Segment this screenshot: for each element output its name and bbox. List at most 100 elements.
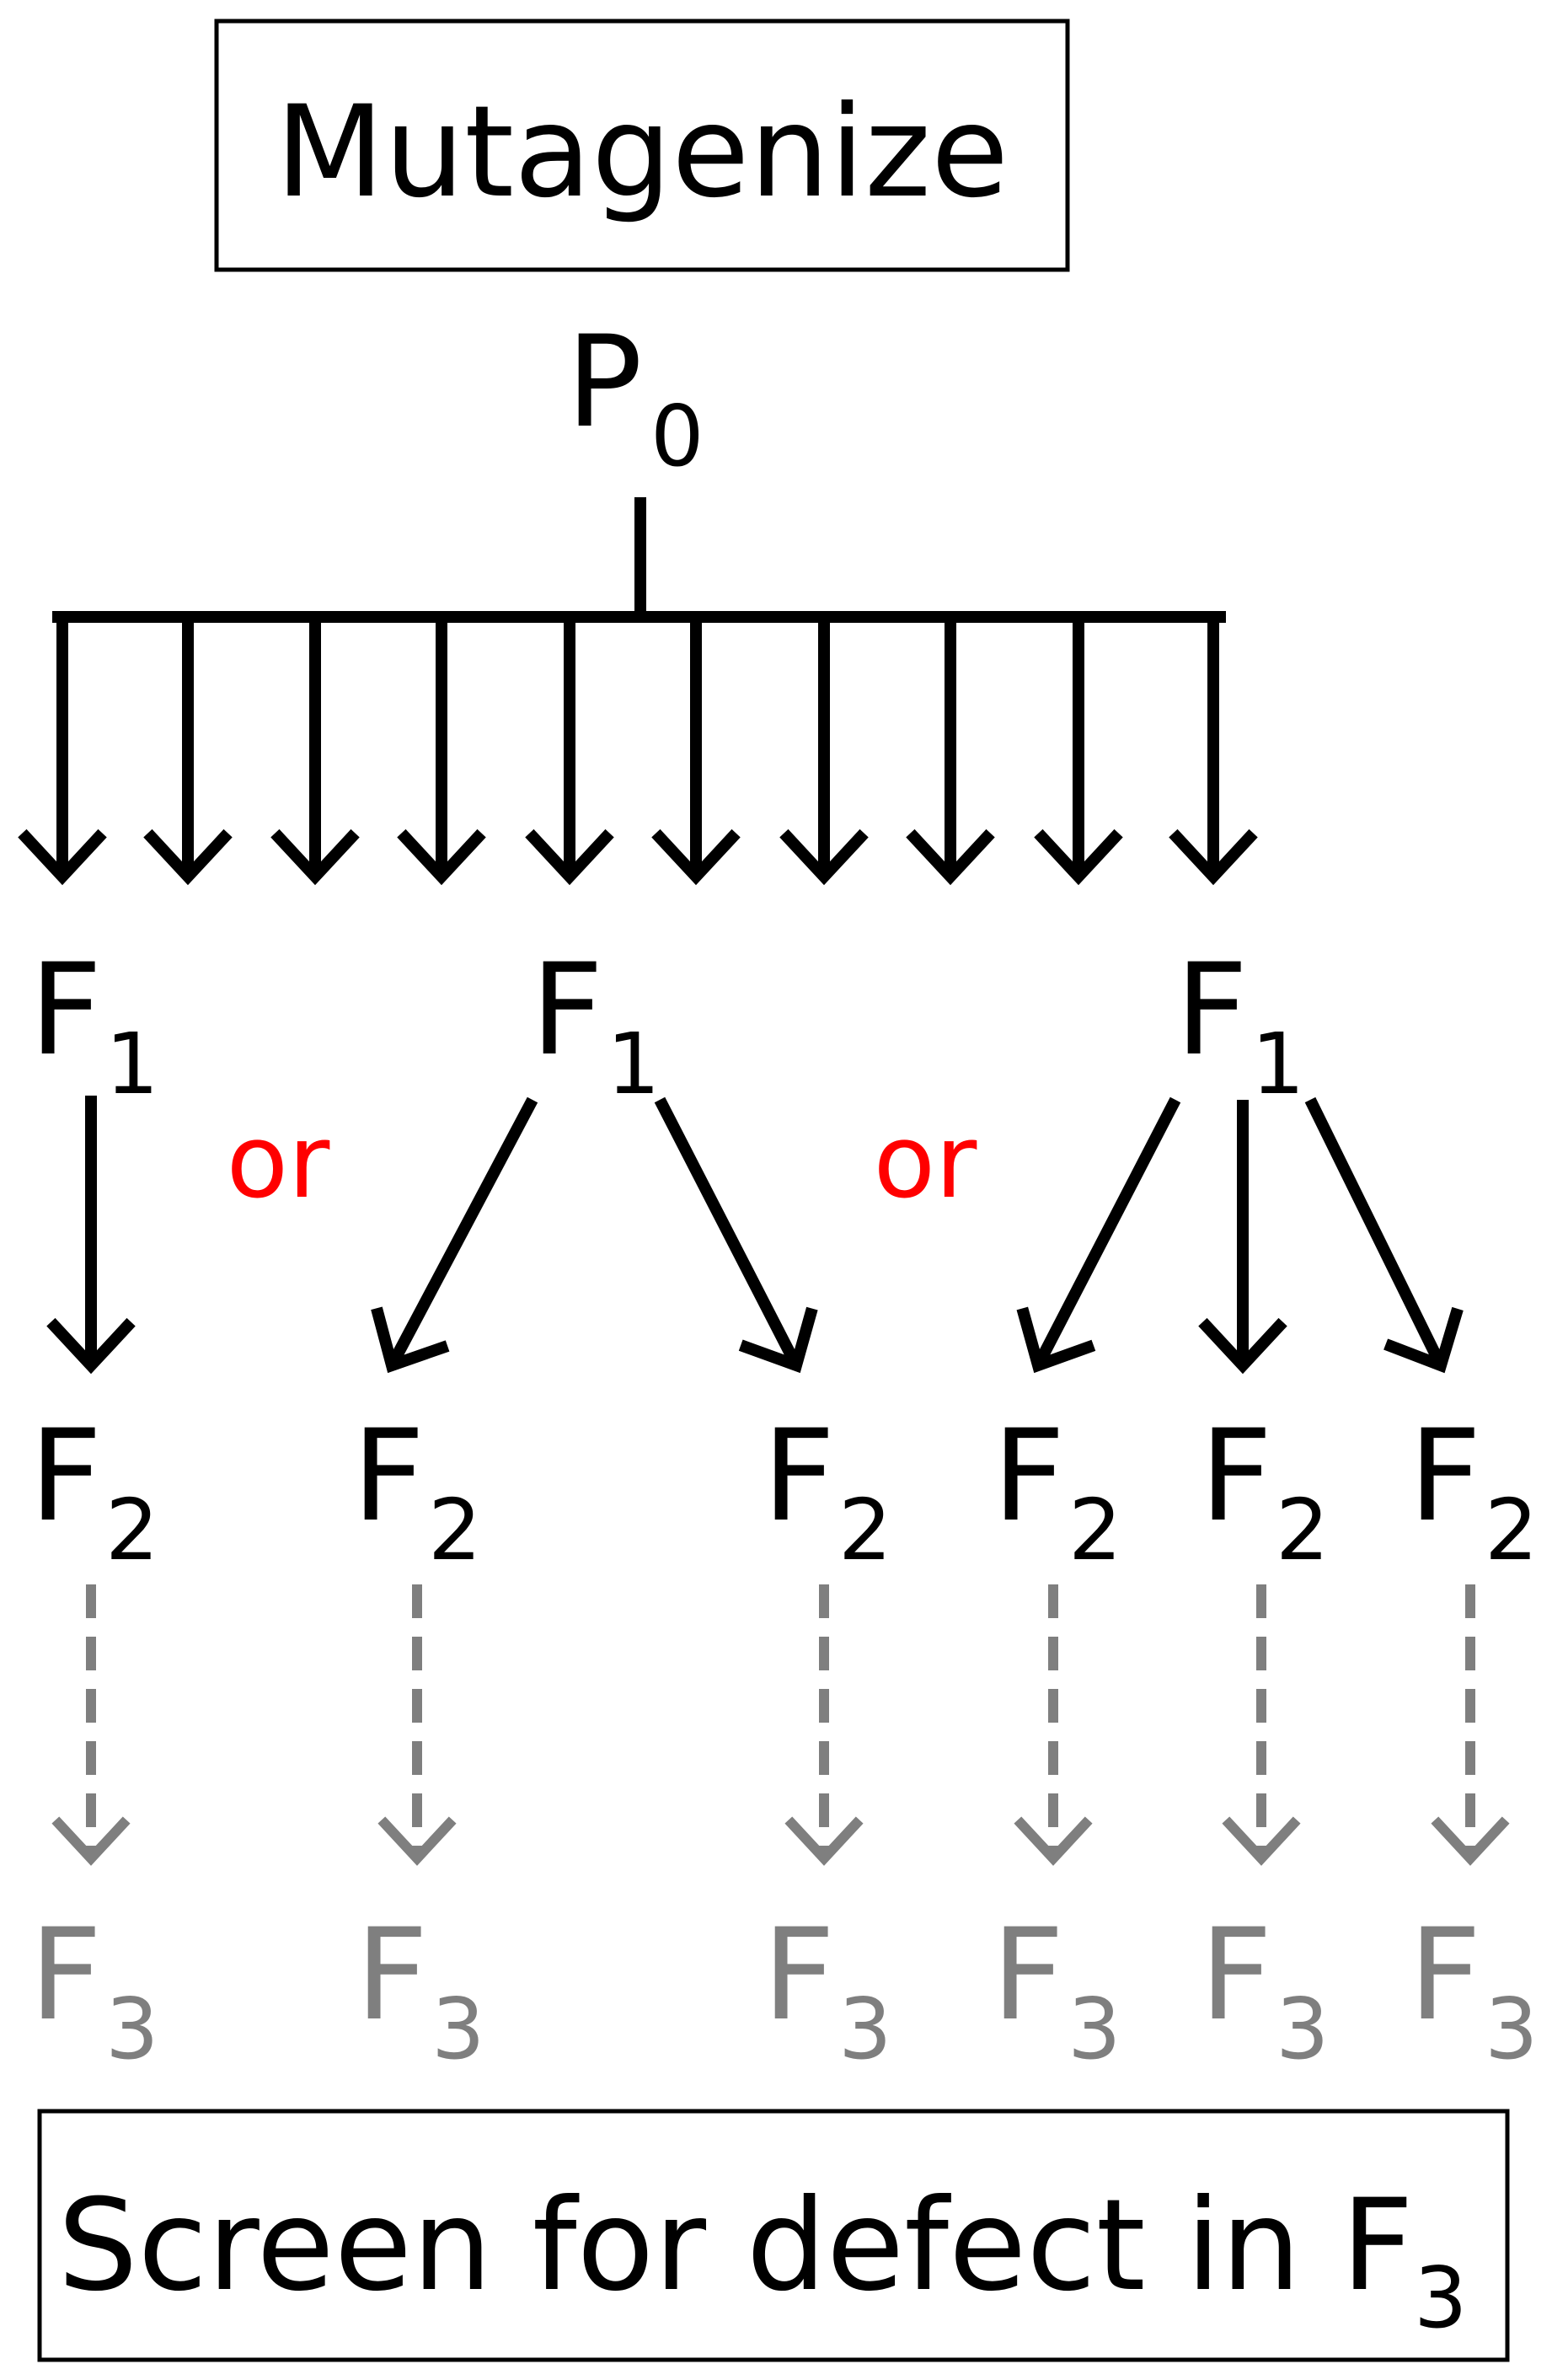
f1-f2-arrow-3-shaft xyxy=(654,1096,800,1365)
f1-f2-arrow-2-shaft xyxy=(388,1096,538,1365)
p0-f1-arrow-8 xyxy=(906,617,995,886)
f1-label-3-letter: F xyxy=(1175,937,1248,1084)
f2-label-2-subscript: 2 xyxy=(428,1481,482,1579)
f1-arrows xyxy=(18,617,1258,886)
f2-f3-arrow-6 xyxy=(1431,1584,1510,1866)
f1-f2-arrow-2-head xyxy=(371,1306,450,1374)
p0-f1-arrow-7-head xyxy=(779,828,869,886)
p0-f1-arrow-2 xyxy=(143,617,233,886)
f2-f3-arrow-4-head xyxy=(1014,1816,1093,1866)
p0-f1-arrow-6 xyxy=(651,617,741,886)
f2-f3-arrow-3 xyxy=(784,1584,864,1866)
f1-label-3-subscript: 1 xyxy=(1251,1015,1305,1113)
screen-box xyxy=(37,2109,1510,2362)
p0-node: P 0 xyxy=(566,309,704,485)
f2-label-6-letter: F xyxy=(1409,1403,1481,1550)
f2-label-3-subscript: 2 xyxy=(838,1481,892,1579)
f3-label-6-subscript: 3 xyxy=(1485,1980,1539,2078)
p0-f1-arrow-4-head xyxy=(397,828,486,886)
f3-label-6-letter: F xyxy=(1409,1902,1481,2049)
f3-label-4-subscript: 3 xyxy=(1068,1980,1121,2078)
f3-label-3-letter: F xyxy=(763,1902,835,2049)
p0-f1-arrow-7 xyxy=(779,617,869,886)
f2-label-4-subscript: 2 xyxy=(1068,1481,1122,1579)
f2-label-5-subscript: 2 xyxy=(1276,1481,1330,1579)
p0-f1-arrow-6-head xyxy=(651,828,741,886)
p0-f1-arrow-10-head xyxy=(1169,828,1258,886)
p0-f1-arrow-2-head xyxy=(143,828,233,886)
p0-letter: P xyxy=(566,309,642,456)
f3-arrows xyxy=(51,1584,1510,1866)
p0-f1-arrow-10 xyxy=(1169,617,1258,886)
f1-f2-arrow-5-head xyxy=(1198,1317,1287,1375)
f3-label-5-letter: F xyxy=(1200,1902,1272,2049)
f3-label-5-subscript: 3 xyxy=(1276,1980,1330,2078)
f3-label-2-subscript: 3 xyxy=(431,1980,485,2078)
f2-label-2-letter: F xyxy=(352,1403,425,1550)
mutagenize-box xyxy=(214,19,1070,272)
p0-f1-arrow-9-head xyxy=(1034,828,1123,886)
f2-f3-arrow-2 xyxy=(377,1584,457,1866)
f1-f2-arrow-3-head xyxy=(738,1306,818,1374)
f2-f3-arrow-3-head xyxy=(784,1816,864,1866)
f1-f2-arrow-6 xyxy=(1304,1096,1464,1374)
or-label-2: or xyxy=(874,1104,977,1221)
f2-f3-arrow-4 xyxy=(1014,1584,1093,1866)
f2-arrows xyxy=(46,1096,1464,1375)
p0-f1-arrow-3 xyxy=(270,617,360,886)
f1-label-2-subscript: 1 xyxy=(607,1015,661,1113)
f1-f2-arrow-4-shaft xyxy=(1034,1096,1181,1365)
f2-f3-arrow-2-head xyxy=(377,1816,457,1866)
f2-label-4-letter: F xyxy=(993,1403,1065,1550)
f1-f2-arrow-1 xyxy=(46,1096,136,1375)
f1-f2-arrow-3 xyxy=(654,1096,818,1374)
p0-subscript: 0 xyxy=(650,387,704,485)
f1-f2-arrow-6-shaft xyxy=(1304,1096,1445,1365)
f1-f2-arrow-4 xyxy=(1016,1096,1181,1374)
or-label-1: or xyxy=(227,1104,330,1221)
f2-label-6-subscript: 2 xyxy=(1485,1481,1539,1579)
f1-f2-arrow-1-head xyxy=(46,1317,136,1375)
p0-f1-arrow-4 xyxy=(397,617,486,886)
f3-label-2-letter: F xyxy=(356,1902,428,2049)
f1-f2-arrow-6-head xyxy=(1383,1306,1464,1374)
f2-f3-arrow-6-head xyxy=(1431,1816,1510,1866)
f1-label-1-subscript: 1 xyxy=(105,1015,159,1113)
f2-f3-arrow-1-head xyxy=(51,1816,131,1866)
f1-f2-arrow-4-head xyxy=(1016,1306,1096,1374)
f2-f3-arrow-5 xyxy=(1222,1584,1301,1866)
f2-label-1-letter: F xyxy=(29,1403,102,1550)
f2-f3-arrow-1 xyxy=(51,1584,131,1866)
p0-f1-arrow-5-head xyxy=(525,828,614,886)
f1-label-1-letter: F xyxy=(29,937,102,1084)
screen-text: Screen for defect in xyxy=(57,2173,1341,2319)
screen-label: Screen for defect in F3 xyxy=(57,2173,1467,2347)
mutagenize-label: Mutagenize xyxy=(276,79,1009,226)
f3-label-3-subscript: 3 xyxy=(838,1980,892,2078)
f2-label-5-letter: F xyxy=(1200,1403,1272,1550)
f1-label-2-letter: F xyxy=(531,937,603,1084)
p0-f1-arrow-3-head xyxy=(270,828,360,886)
f2-label-1-subscript: 2 xyxy=(105,1481,159,1579)
screen-f-subscript: 3 xyxy=(1414,2249,1468,2347)
f3-label-4-letter: F xyxy=(992,1902,1064,2049)
p0-f1-arrow-8-head xyxy=(906,828,995,886)
